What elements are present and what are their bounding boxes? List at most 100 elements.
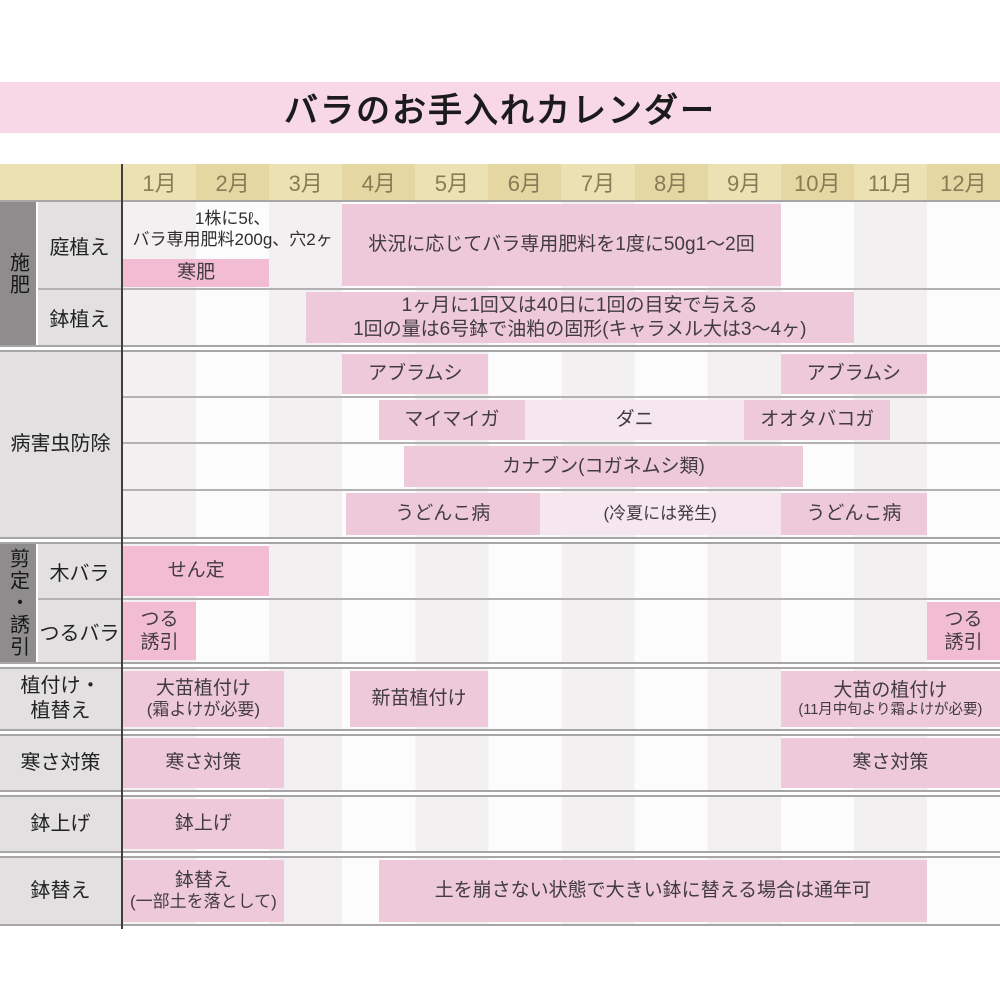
row-label: 鉢植え [38,290,123,345]
group-label-strip: 剪定・誘引 [0,544,38,662]
month-track: つる 誘引 つる 誘引 [123,600,1000,662]
bar-label: (一部土を落として) [129,892,277,912]
table-row: 鉢植え 1ヶ月に1回又は40日に1回の目安で与える 1回の量は6号鉢で油粕の固形(キ… [38,288,1000,345]
table-row: 大苗植付け (霜よけが必要) 新苗植付け 大苗の植付け (11月中旬より霜よけが必要) [123,669,1000,729]
month-track: マイマイガ ダニ オオタバコガ [123,398,1000,442]
group-label: 施肥 [6,251,29,296]
table-left-border [121,164,123,929]
group-label: 剪定・誘引 [6,548,29,658]
calendar-bar: 新苗植付け [349,671,489,727]
month-header: 10月 [780,164,854,200]
calendar-bar: 土を崩さない状態で大きい鉢に替える場合は通年可 [378,860,927,922]
table-row: 庭植え 1株に5ℓ、 バラ専用肥料200g、穴2ヶ 状況に応じてバラ専用肥料を1度に5… [38,202,1000,288]
calendar-bar: ダニ [524,400,745,440]
calendar-bar: つる 誘引 [123,602,197,660]
table-row: 木バラ せん定 [38,544,1000,598]
group-label: 病害虫防除 [0,352,123,537]
calendar-bar: 寒さ対策 [780,738,1000,788]
group-5: 寒さ対策 寒さ対策 寒さ対策 [0,734,1000,792]
bar-label: 寒肥 [177,262,216,284]
month-header: 4月 [342,164,416,200]
month-header: 1月 [123,164,197,200]
row-label: 木バラ [38,544,123,598]
bar-label: 大苗の植付け [833,679,948,701]
calendar-bar: カナブン(コガネムシ類) [404,446,803,487]
group-label: 鉢替え [0,858,123,924]
month-track: 寒さ対策 寒さ対策 [123,736,1000,790]
calendar-bar: 大苗の植付け (11月中旬より霜よけが必要) [780,671,1000,727]
calendar-bar: 鉢上げ [123,799,284,849]
group-2: 病害虫防除 アブラムシ アブラムシマイマイガ ダニ オオタバコガカナブン(コガネムシ類)… [0,350,1000,539]
bar-label: バラ専用肥料200g、穴2ヶ [132,230,333,249]
calendar-bar: うどんこ病 [780,493,927,535]
bar-label: 1ヶ月に1回又は40日に1回の目安で与える [401,295,758,317]
header-corner [0,164,123,200]
bar-label: つる [944,608,983,630]
bar-label: 土を崩さない状態で大きい鉢に替える場合は通年可 [434,880,872,902]
month-track: せん定 [123,544,1000,598]
group-4: 植付け・ 植替え 大苗植付け (霜よけが必要) 新苗植付け 大苗の植付け (11月中旬より… [0,667,1000,731]
group-7: 鉢替え 鉢替え (一部土を落として) 土を崩さない状態で大きい鉢に替える場合は通年可 [0,856,1000,926]
group-label: 植付け・ 植替え [0,669,123,729]
bar-label: 誘引 [944,632,983,653]
bar-label: せん定 [167,560,225,582]
calendar-bar: (冷夏には発生) [539,493,781,535]
month-header: 2月 [196,164,270,200]
calendar-bar: 1ヶ月に1回又は40日に1回の目安で与える 1回の量は6号鉢で油粕の固形(キャラメ… [305,292,854,343]
table-row: 鉢替え (一部土を落として) 土を崩さない状態で大きい鉢に替える場合は通年可 [123,858,1000,924]
bar-label: 鉢替え [174,870,232,892]
calendar-table: 施肥 庭植え 1株に5ℓ、 バラ専用肥料200g、穴2ヶ 状況に応じてバラ専用肥料を1度… [0,200,1000,929]
bar-label: アブラムシ [368,363,463,385]
bar-label: 寒さ対策 [852,752,929,774]
group-1: 施肥 庭植え 1株に5ℓ、 バラ専用肥料200g、穴2ヶ 状況に応じてバラ専用肥料を1度… [0,200,1000,347]
group-3: 剪定・誘引 木バラ せん定 つるバラ つる 誘引 つる 誘引 [0,542,1000,664]
title-band: バラのお手入れカレンダー [0,82,1000,133]
bar-label: 状況に応じてバラ専用肥料を1度に50g1〜2回 [368,234,755,256]
calendar-bar: 鉢替え (一部土を落として) [123,860,284,922]
table-row: 鉢上げ [123,797,1000,851]
bar-label: マイマイガ [404,409,500,431]
calendar-bar: オオタバコガ [744,400,891,440]
month-header: 12月 [926,164,1000,200]
bar-label: 大苗植付け [155,678,251,700]
group-6: 鉢上げ 鉢上げ [0,795,1000,853]
row-label: 庭植え [38,202,123,288]
month-track: 鉢替え (一部土を落として) 土を崩さない状態で大きい鉢に替える場合は通年可 [123,858,1000,924]
calendar-bar: アブラムシ [342,354,489,394]
bar-label: うどんこ病 [806,503,902,525]
table-row: カナブン(コガネムシ類) [123,442,1000,489]
month-header-row: 1月 2月 3月 4月 5月 6月 7月 8月 9月 10月 11月 12月 [0,164,1000,200]
table-row: 寒さ対策 寒さ対策 [123,736,1000,790]
calendar-bar: うどんこ病 [345,493,540,535]
bar-label: つる [140,608,179,630]
calendar-bar: せん定 [123,546,270,596]
calendar-bar: つる 誘引 [926,602,1000,660]
month-track: 1ヶ月に1回又は40日に1回の目安で与える 1回の量は6号鉢で油粕の固形(キャラメ… [123,290,1000,345]
month-header: 6月 [488,164,562,200]
month-track: 鉢上げ [123,797,1000,851]
calendar-bar: 寒肥 [123,259,270,287]
month-header: 3月 [269,164,343,200]
bar-label: オオタバコガ [760,409,875,431]
table-row: マイマイガ ダニ オオタバコガ [123,396,1000,442]
calendar-note: 1株に5ℓ、 バラ専用肥料200g、穴2ヶ [123,203,342,257]
calendar-bar: マイマイガ [378,400,525,440]
bar-label: (冷夏には発生) [603,503,717,523]
bar-label: 1株に5ℓ、 [194,209,271,229]
calendar-bar: 状況に応じてバラ専用肥料を1度に50g1〜2回 [342,204,781,286]
table-row: うどんこ病 (冷夏には発生) うどんこ病 [123,489,1000,537]
month-header: 8月 [634,164,708,200]
table-row: つるバラ つる 誘引 つる 誘引 [38,598,1000,662]
month-track: うどんこ病 (冷夏には発生) うどんこ病 [123,491,1000,537]
month-header: 9月 [707,164,781,200]
table-row: アブラムシ アブラムシ [123,352,1000,396]
calendar-bar: 寒さ対策 [123,738,284,788]
page-title: バラのお手入れカレンダー [284,92,716,130]
month-track: アブラムシ アブラムシ [123,352,1000,396]
group-label: 寒さ対策 [0,736,123,790]
month-header: 11月 [853,164,927,200]
group-label-strip: 施肥 [0,202,38,345]
month-track: 大苗植付け (霜よけが必要) 新苗植付け 大苗の植付け (11月中旬より霜よけが必要) [123,669,1000,729]
bar-label: 1回の量は6号鉢で油粕の固形(キャラメル大は3〜4ヶ) [353,318,807,340]
